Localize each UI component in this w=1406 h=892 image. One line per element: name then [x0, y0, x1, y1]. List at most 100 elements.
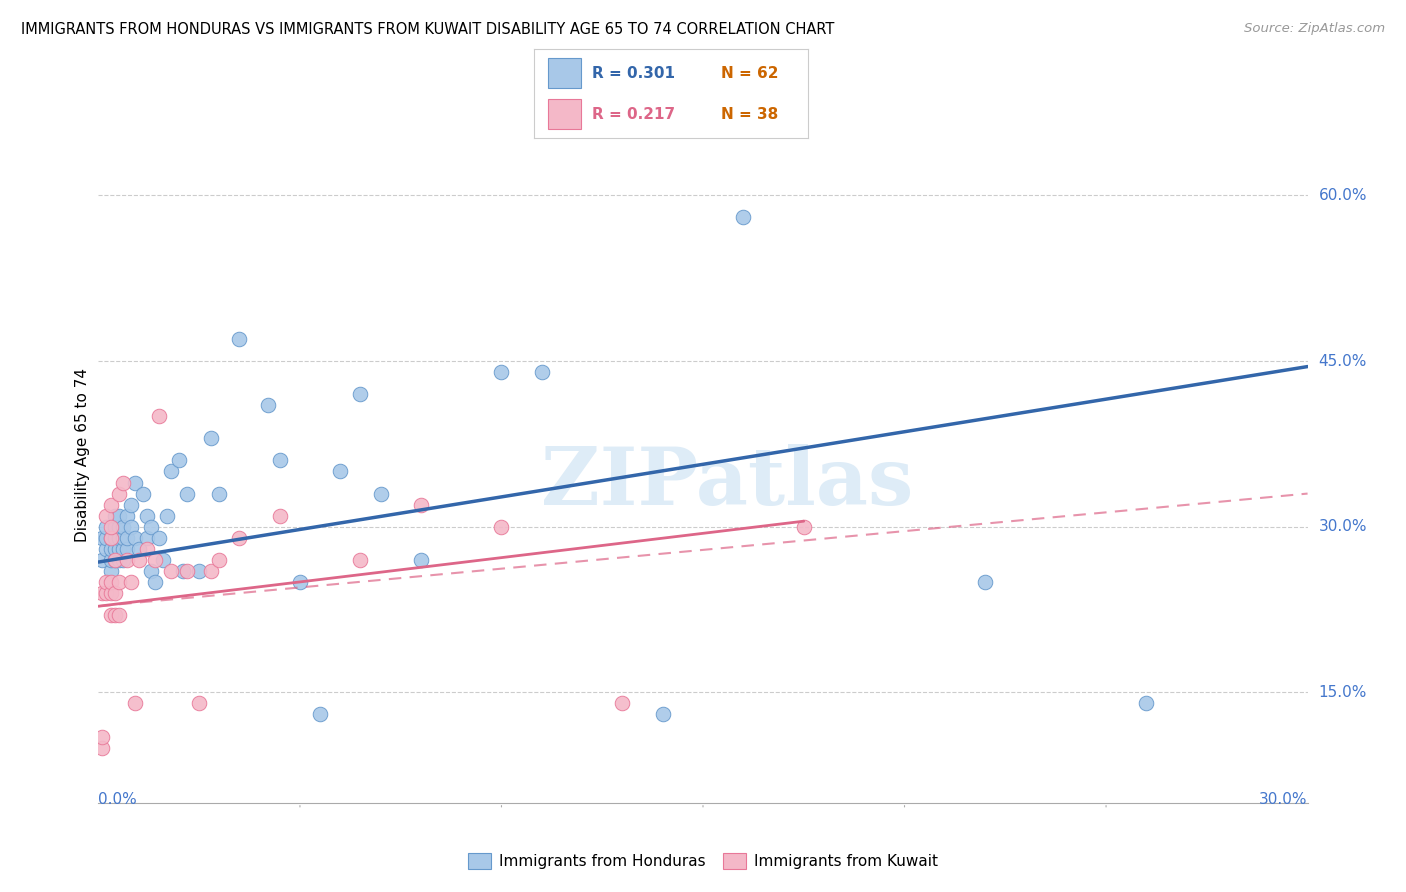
Y-axis label: Disability Age 65 to 74: Disability Age 65 to 74	[75, 368, 90, 542]
Point	[111, 553, 134, 567]
Legend: Immigrants from Honduras, Immigrants from Kuwait: Immigrants from Honduras, Immigrants fro…	[461, 847, 945, 875]
Point	[111, 541, 134, 556]
Text: 30.0%: 30.0%	[1260, 792, 1308, 807]
Point	[256, 398, 278, 412]
Point	[103, 553, 125, 567]
Point	[176, 564, 198, 578]
Point	[91, 586, 114, 600]
Point	[188, 697, 211, 711]
Point	[733, 211, 755, 225]
Point	[96, 531, 118, 545]
FancyBboxPatch shape	[548, 58, 581, 88]
Point	[100, 553, 122, 567]
Point	[160, 465, 183, 479]
Point	[107, 508, 129, 523]
Point	[309, 707, 332, 722]
Point	[124, 475, 146, 490]
Point	[200, 564, 222, 578]
Point	[793, 519, 815, 533]
Point	[530, 365, 553, 379]
Point	[349, 553, 371, 567]
Point	[91, 531, 114, 545]
Point	[107, 519, 129, 533]
Point	[409, 498, 432, 512]
Text: ZIPatlas: ZIPatlas	[541, 443, 914, 522]
Point	[208, 486, 231, 500]
Point	[148, 409, 170, 424]
Point	[143, 574, 166, 589]
Point	[612, 697, 634, 711]
Point	[100, 531, 122, 545]
Point	[228, 531, 250, 545]
Point	[103, 553, 125, 567]
Point	[651, 707, 673, 722]
Point	[135, 541, 157, 556]
Point	[491, 365, 513, 379]
Point	[100, 498, 122, 512]
Point	[176, 486, 198, 500]
Point	[107, 553, 129, 567]
Text: N = 38: N = 38	[721, 107, 778, 121]
Point	[128, 553, 150, 567]
FancyBboxPatch shape	[548, 99, 581, 129]
Text: 15.0%: 15.0%	[1319, 685, 1367, 700]
Point	[96, 508, 118, 523]
Point	[96, 586, 118, 600]
Point	[409, 553, 432, 567]
Point	[100, 531, 122, 545]
Point	[115, 553, 138, 567]
Point	[124, 697, 146, 711]
Point	[143, 553, 166, 567]
Point	[172, 564, 194, 578]
Point	[91, 553, 114, 567]
Point	[100, 574, 122, 589]
Point	[111, 531, 134, 545]
Point	[91, 740, 114, 755]
Point	[111, 475, 134, 490]
Point	[156, 508, 179, 523]
Point	[120, 574, 142, 589]
Text: 60.0%: 60.0%	[1319, 188, 1367, 202]
Point	[96, 574, 118, 589]
Point	[100, 541, 122, 556]
Point	[107, 541, 129, 556]
Point	[107, 531, 129, 545]
Text: 30.0%: 30.0%	[1319, 519, 1367, 534]
Point	[152, 553, 174, 567]
Text: N = 62: N = 62	[721, 66, 778, 80]
Point	[107, 486, 129, 500]
Point	[148, 531, 170, 545]
Point	[96, 541, 118, 556]
Point	[974, 574, 997, 589]
Point	[103, 531, 125, 545]
Point	[160, 564, 183, 578]
Point	[135, 531, 157, 545]
Point	[100, 586, 122, 600]
Point	[120, 498, 142, 512]
Text: IMMIGRANTS FROM HONDURAS VS IMMIGRANTS FROM KUWAIT DISABILITY AGE 65 TO 74 CORRE: IMMIGRANTS FROM HONDURAS VS IMMIGRANTS F…	[21, 22, 835, 37]
Point	[200, 431, 222, 445]
Point	[269, 453, 291, 467]
Point	[100, 519, 122, 533]
Point	[1135, 697, 1157, 711]
Point	[103, 586, 125, 600]
Point	[115, 531, 138, 545]
Point	[349, 387, 371, 401]
Text: 0.0%: 0.0%	[98, 792, 138, 807]
Point	[491, 519, 513, 533]
Point	[288, 574, 311, 589]
Point	[103, 541, 125, 556]
Point	[100, 564, 122, 578]
Text: 45.0%: 45.0%	[1319, 353, 1367, 368]
Point	[107, 574, 129, 589]
Text: Source: ZipAtlas.com: Source: ZipAtlas.com	[1244, 22, 1385, 36]
Point	[135, 508, 157, 523]
Point	[139, 519, 162, 533]
Point	[167, 453, 190, 467]
Point	[100, 608, 122, 623]
Point	[128, 541, 150, 556]
Point	[208, 553, 231, 567]
Point	[103, 519, 125, 533]
Point	[103, 608, 125, 623]
Point	[139, 564, 162, 578]
